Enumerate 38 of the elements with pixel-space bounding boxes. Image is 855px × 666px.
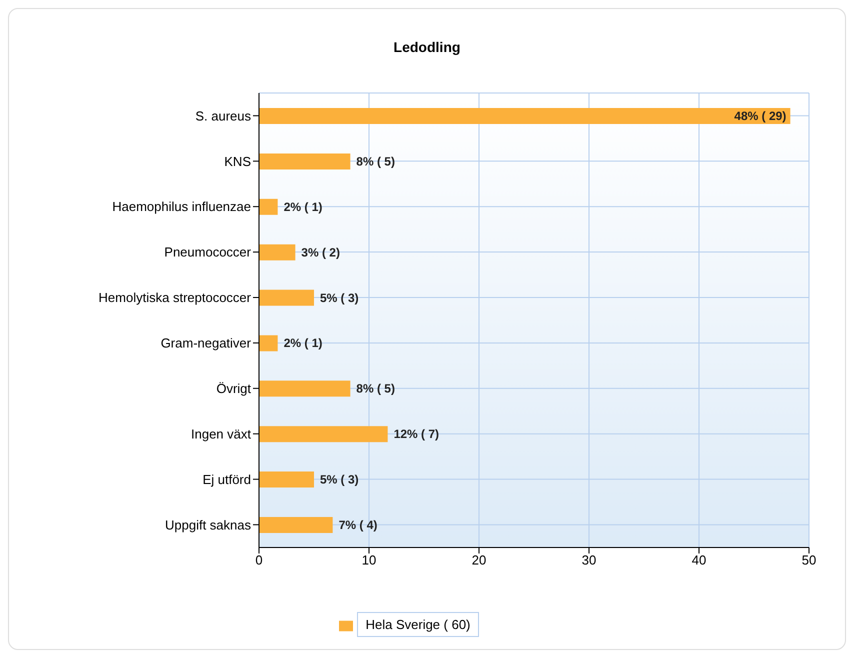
data-label: 5% ( 3) — [320, 472, 359, 487]
y-tick-label: Ej utförd — [202, 472, 251, 487]
data-label: 2% ( 1) — [284, 336, 322, 350]
data-label: 48% ( 29) — [734, 109, 786, 123]
data-label: 7% ( 4) — [338, 518, 378, 532]
x-tick-label: 40 — [692, 552, 706, 568]
x-tick-label: 0 — [255, 552, 263, 568]
data-label: 3% ( 2) — [301, 245, 340, 260]
bar — [259, 426, 388, 442]
y-tick-label: Haemophilus influenzae — [112, 199, 251, 214]
y-tick-label: Uppgift saknas — [165, 517, 252, 532]
bar — [259, 244, 296, 260]
bar — [259, 335, 278, 352]
y-tick-label: Hemolytiska streptococcer — [98, 290, 252, 306]
y-tick-label: Gram-negativer — [160, 336, 252, 351]
bar — [259, 153, 350, 170]
y-tick-label: Ingen växt — [191, 426, 252, 442]
bar — [259, 198, 278, 215]
x-tick-label: 10 — [362, 552, 376, 568]
y-tick-label: S. aureus — [195, 108, 252, 124]
x-tick-label: 20 — [472, 552, 486, 568]
bar — [259, 472, 314, 488]
y-tick-label: Pneumococcer — [164, 244, 252, 260]
y-tick-label: KNS — [224, 154, 252, 169]
x-tick-label: 50 — [802, 552, 816, 568]
bar — [259, 516, 333, 533]
y-tick-label: Övrigt — [216, 381, 252, 396]
x-tick-label: 30 — [582, 552, 596, 568]
data-label: 2% ( 1) — [284, 200, 322, 214]
data-label: 5% ( 3) — [320, 290, 359, 305]
bar — [259, 108, 790, 124]
bar — [259, 380, 350, 397]
data-label: 8% ( 5) — [356, 154, 395, 168]
data-label: 8% ( 5) — [356, 382, 395, 396]
chart-title: Ledodling — [392, 38, 462, 57]
legend-label: Hela Sverige ( 60) — [356, 612, 480, 638]
data-label: 12% ( 7) — [394, 427, 440, 442]
bar — [259, 290, 314, 306]
